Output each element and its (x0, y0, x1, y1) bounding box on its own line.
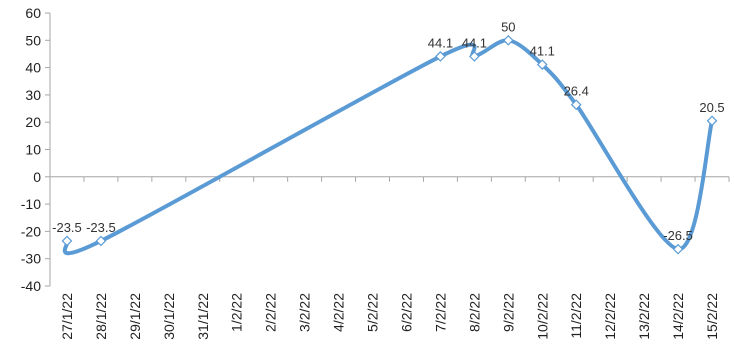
data-label: 26.4 (564, 84, 589, 99)
series-group (61, 34, 718, 256)
y-tick-label: 40 (25, 60, 41, 76)
x-tick-label: 10/2/22 (534, 293, 550, 340)
data-point-marker (95, 235, 107, 247)
data-point-marker (61, 235, 73, 247)
x-tick-label: 14/2/22 (670, 293, 686, 340)
x-tick-label: 30/1/22 (161, 293, 177, 340)
y-tick-label: 0 (33, 169, 41, 185)
x-tick-label: 4/2/22 (331, 293, 347, 332)
x-tick-label: 7/2/22 (432, 293, 448, 332)
data-label: 44.1 (462, 35, 487, 50)
data-label: -23.5 (52, 220, 82, 235)
data-point-marker (435, 51, 446, 62)
x-tick-label: 27/1/22 (59, 293, 75, 340)
x-tick-label: 13/2/22 (636, 293, 652, 340)
data-point-marker (570, 99, 582, 111)
x-tick-label: 6/2/22 (398, 293, 414, 332)
series-line (62, 38, 715, 256)
x-tick-label: 5/2/22 (365, 293, 381, 332)
data-labels: -23.5 -23.5 44.1 44.1 50 41.1 26.4 -26.5 20.5 (52, 19, 725, 243)
y-tick-label: 60 (25, 5, 41, 21)
x-axis: 27/1/22 28/1/22 29/1/22 30/1/22 31/1/22 1/2/2… (49, 176, 730, 340)
data-label: -26.5 (663, 228, 693, 243)
data-point-marker (672, 243, 684, 255)
y-tick-label: -40 (21, 278, 41, 294)
y-tick-label: -30 (21, 251, 41, 267)
x-tick-label: 9/2/22 (500, 293, 516, 332)
data-point-marker (536, 59, 548, 70)
x-tick-label: 31/1/22 (195, 293, 211, 340)
data-label: 41.1 (530, 44, 555, 59)
x-tick-label: 12/2/22 (602, 293, 618, 340)
x-tick-label: 8/2/22 (466, 293, 482, 332)
y-tick-label: 20 (25, 114, 41, 130)
x-tick-label: 15/2/22 (704, 293, 720, 340)
data-point-marker (502, 34, 514, 46)
x-tick-label: 29/1/22 (127, 293, 143, 340)
x-tick-label: 3/2/22 (297, 293, 313, 332)
x-tick-label: 1/2/22 (229, 293, 245, 332)
y-tick-label: -20 (21, 223, 41, 239)
data-label: 44.1 (428, 35, 453, 50)
y-tick-label: 10 (25, 142, 41, 158)
x-tick-label: 2/2/22 (263, 293, 279, 332)
data-label: 20.5 (699, 100, 724, 115)
data-point-marker (469, 51, 480, 62)
y-tick-label: 30 (25, 87, 41, 103)
data-label: 50 (501, 19, 515, 34)
x-tick-label: 11/2/22 (568, 293, 584, 339)
data-label: -23.5 (86, 220, 116, 235)
x-tick-label: 28/1/22 (93, 293, 109, 340)
y-tick-label: -10 (21, 196, 41, 212)
y-axis: 60 50 40 30 20 10 0 -10 -20 -30 -40 (21, 5, 51, 294)
data-point-marker (706, 115, 718, 127)
y-tick-label: 50 (25, 32, 41, 48)
